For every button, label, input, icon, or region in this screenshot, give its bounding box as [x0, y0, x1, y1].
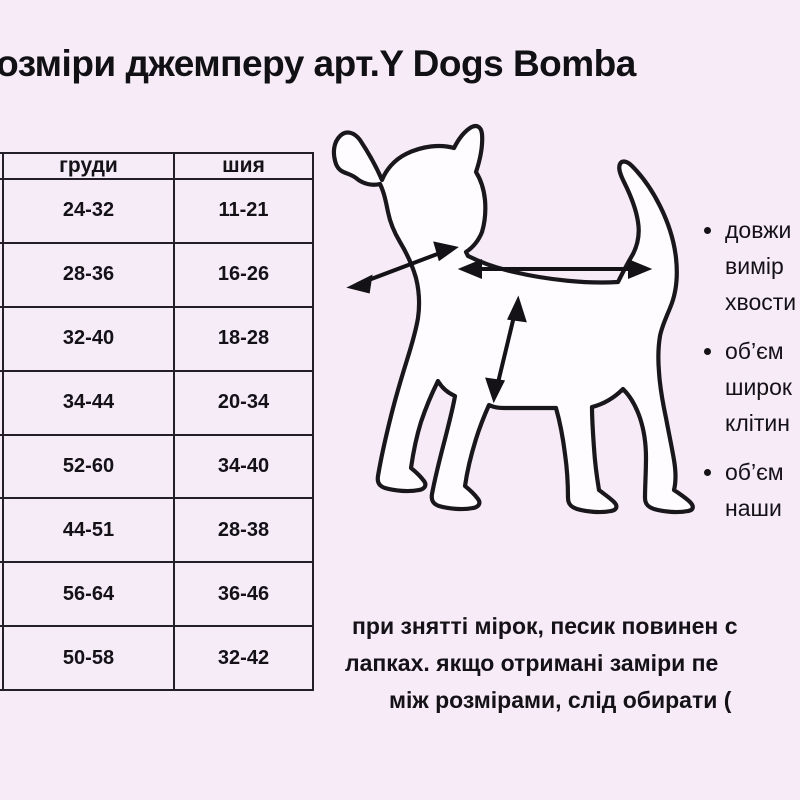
cell-size	[0, 178, 4, 244]
cell-chest: 32-40	[2, 305, 175, 372]
cell-neck: 34-40	[173, 433, 314, 500]
column-header-size: а	[0, 152, 4, 180]
bullet-3-line-1: об’єм	[725, 459, 784, 485]
cell-chest: 44-51	[2, 497, 175, 564]
table-row: 52-60 34-40	[0, 433, 314, 500]
cell-chest: 34-44	[2, 369, 175, 436]
back-length-arrow	[457, 259, 653, 279]
size-table: а груди шия 24-32 11-21 28-36 16-26	[0, 152, 314, 691]
table-row: 24-32 11-21	[0, 178, 314, 244]
table-row: 28-36 16-26	[0, 241, 314, 308]
footnote-line-2: лапках. якщо отримані заміри пе	[345, 650, 719, 676]
list-item: об’єм наши	[700, 454, 800, 526]
cell-neck: 32-42	[173, 625, 314, 691]
measurement-bullet-list: довжи вимір хвости об’єм широк клітин об…	[700, 212, 800, 539]
cell-neck: 16-26	[173, 241, 314, 308]
bullet-1-line-3: хвости	[725, 289, 797, 315]
cell-chest: 52-60	[2, 433, 175, 500]
cell-neck: 28-38	[173, 497, 314, 564]
cell-neck: 36-46	[173, 561, 314, 628]
cell-neck: 18-28	[173, 305, 314, 372]
bullet-2-line-1: об’єм	[725, 338, 784, 364]
footnote-text: при знятті мірок, песик повинен с лапках…	[345, 608, 800, 719]
cell-neck: 20-34	[173, 369, 314, 436]
dog-measurement-illustration	[318, 108, 708, 538]
cell-size	[0, 433, 4, 500]
cell-size	[0, 561, 4, 628]
bullet-3-line-2: наши	[725, 495, 782, 521]
neck-girth-arrow	[346, 241, 459, 294]
cell-chest: 28-36	[2, 241, 175, 308]
column-header-chest: груди	[2, 152, 175, 180]
footnote-line-3: між розмірами, слід обирати (	[389, 687, 732, 713]
bullet-2-line-3: клітин	[725, 410, 790, 436]
bullet-1-line-2: вимір	[725, 253, 784, 279]
bullet-1-line-1: довжи	[725, 217, 792, 243]
cell-chest: 56-64	[2, 561, 175, 628]
cell-size	[0, 497, 4, 564]
table-header-row: а груди шия	[0, 152, 314, 180]
cell-chest: 50-58	[2, 625, 175, 691]
table-row: 44-51 28-38	[0, 497, 314, 564]
cell-size	[0, 625, 4, 691]
cell-size	[0, 305, 4, 372]
column-header-neck: шия	[173, 152, 314, 180]
table-row: 34-44 20-34	[0, 369, 314, 436]
page-title: розміри джемперу арт.Y Dogs Bomba	[0, 43, 636, 84]
table-row: 56-64 36-46	[0, 561, 314, 628]
cell-size	[0, 369, 4, 436]
size-table-container: а груди шия 24-32 11-21 28-36 16-26	[0, 152, 314, 691]
table-row: 50-58 32-42	[0, 625, 314, 691]
cell-chest: 24-32	[2, 178, 175, 244]
cell-size	[0, 241, 4, 308]
footnote-line-1: при знятті мірок, песик повинен с	[352, 613, 738, 639]
list-item: довжи вимір хвости	[700, 212, 800, 320]
table-row: 32-40 18-28	[0, 305, 314, 372]
chest-girth-arrow	[485, 295, 527, 404]
list-item: об’єм широк клітин	[700, 333, 800, 441]
bullet-2-line-2: широк	[725, 374, 792, 400]
cell-neck: 11-21	[173, 178, 314, 244]
